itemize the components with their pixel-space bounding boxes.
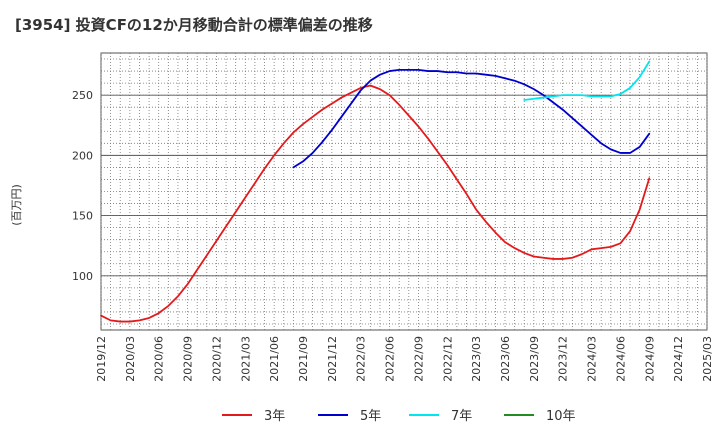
x-tick-label: 2020/06	[153, 336, 166, 382]
series-line-2	[292, 68, 651, 169]
y-axis-label: (百万円)	[10, 184, 23, 226]
legend-label-2: 5年	[360, 409, 381, 424]
x-tick-label: 2022/03	[355, 336, 368, 382]
x-tick-label: 2021/03	[239, 336, 252, 382]
y-tick-label: 150	[72, 210, 93, 223]
chart-title: [3954] 投資CFの12か月移動合計の標準偏差の推移	[15, 16, 373, 34]
x-tick-label: 2022/06	[384, 336, 397, 382]
legend: 3年 5年 7年 10年	[222, 409, 576, 424]
x-tick-label: 2021/06	[268, 336, 281, 382]
legend-label-1: 3年	[264, 409, 285, 424]
x-tick-label: 2024/06	[614, 336, 627, 382]
x-tick-label: 2022/09	[412, 336, 425, 382]
series-line-3	[523, 60, 651, 101]
x-tick-label: 2019/12	[95, 336, 108, 382]
x-tick-label: 2021/12	[326, 336, 339, 382]
legend-label-4: 10年	[546, 409, 576, 424]
y-tick-label: 200	[72, 149, 93, 162]
y-tick-label: 100	[72, 270, 93, 283]
series-line-1	[100, 84, 651, 323]
x-tick-label: 2024/03	[586, 336, 599, 382]
x-tick-label: 2020/12	[210, 336, 223, 382]
x-tick-label: 2023/03	[470, 336, 483, 382]
grid-layer	[100, 53, 708, 330]
x-tick-label: 2020/09	[182, 336, 195, 382]
series-layer	[100, 60, 651, 323]
x-tick-label: 2025/03	[701, 336, 714, 382]
x-tick-label: 2022/12	[441, 336, 454, 382]
x-tick-labels: 2019/12 2020/03 2020/06 2020/09 2020/12 2021/…	[95, 336, 714, 382]
x-tick-label: 2024/12	[672, 336, 685, 382]
y-tick-label: 250	[72, 89, 93, 102]
x-tick-label: 2021/09	[297, 336, 310, 382]
x-tick-label: 2024/09	[643, 336, 656, 382]
x-tick-label: 2020/03	[124, 336, 137, 382]
x-tick-label: 2023/09	[528, 336, 541, 382]
x-tick-label: 2023/12	[557, 336, 570, 382]
legend-label-3: 7年	[451, 409, 472, 424]
x-tick-label: 2023/06	[499, 336, 512, 382]
y-tick-labels: 100 150 200 250	[72, 89, 93, 283]
